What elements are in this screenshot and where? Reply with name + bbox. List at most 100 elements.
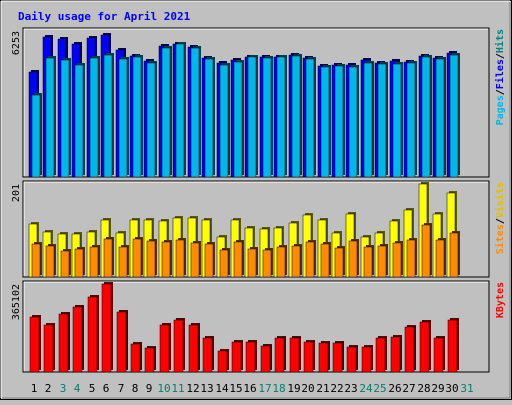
sites-bar (161, 241, 171, 278)
files-bar (406, 62, 416, 178)
x-axis-labels: 1 2 3 4 5 6 7 8 9 10 11 12 13 14 15 16 17 18 19 20 21 22 23 24 2… (31, 382, 474, 395)
sites-bar (406, 239, 416, 278)
x-tick-label: 1 (31, 382, 38, 395)
sites-bar (449, 232, 459, 278)
x-tick-label: 9 (146, 382, 153, 395)
kbytes-bar (419, 321, 430, 373)
sites-bar (377, 245, 387, 278)
files-bar (103, 54, 113, 178)
kbytes-bar (202, 337, 213, 373)
x-tick-label: 27 (402, 382, 415, 395)
files-bar (161, 47, 171, 178)
panel-visits-sites: 201 Sites/Visits (11, 180, 506, 278)
sites-bar (146, 240, 156, 278)
files-bar (89, 57, 99, 178)
x-tick-label: 6 (103, 382, 110, 395)
legend-files: Files (494, 59, 506, 89)
x-tick-label: 14 (215, 382, 229, 395)
legend-pages: Pages (495, 95, 506, 125)
kbytes-bar (188, 324, 199, 373)
x-tick-label: 21 (316, 382, 329, 395)
sites-bar (190, 242, 200, 278)
files-bar (219, 64, 229, 178)
sites-bar (305, 241, 315, 278)
sites-bar (320, 243, 330, 278)
x-tick-label: 20 (301, 382, 314, 395)
sites-bar (421, 224, 431, 278)
sites-bar (31, 243, 41, 278)
sites-bar (247, 248, 257, 278)
kbytes-bar (101, 283, 112, 373)
sites-bar (348, 240, 358, 278)
x-tick-label: 26 (388, 382, 401, 395)
sites-bar (392, 242, 402, 278)
sites-bar (276, 246, 286, 278)
kbytes-bar (43, 324, 54, 373)
kbytes-bar (433, 337, 444, 373)
kbytes-bar (274, 337, 285, 373)
kbytes-bar (332, 342, 343, 373)
sites-bar (60, 250, 70, 278)
panel-kbytes: 365102 KBytes (11, 280, 506, 373)
x-tick-label: 29 (431, 382, 444, 395)
kbytes-bar (245, 341, 256, 373)
x-tick-label: 15 (229, 382, 242, 395)
sites-bar (103, 238, 113, 278)
kbytes-bar (130, 343, 141, 373)
files-bar (449, 54, 459, 178)
files-bar (31, 94, 41, 178)
kbytes-bar (260, 345, 271, 373)
kbytes-bar (72, 306, 83, 373)
sites-bar (262, 249, 272, 278)
kbytes-bar (289, 337, 300, 373)
sites-bar (132, 238, 142, 278)
x-tick-label: 30 (445, 382, 458, 395)
sites-bar (219, 249, 229, 278)
files-bar (247, 56, 257, 178)
sites-bar (45, 245, 55, 278)
kbytes-bar (231, 341, 242, 373)
files-bar (204, 58, 214, 178)
sites-bar (175, 239, 185, 278)
x-tick-label: 10 (157, 382, 170, 395)
kbytes-bar (159, 324, 170, 373)
files-bar (392, 63, 402, 178)
kbytes-bar (144, 347, 155, 373)
chart-panels: 6253Pages/Files/Hits201Sites/Visits36510… (11, 27, 506, 373)
kbytes-bar (87, 296, 98, 373)
panel-legend: Sites/Visits (494, 182, 506, 254)
legend-visits: Visits (494, 182, 506, 218)
files-bar (118, 58, 128, 178)
files-bar (60, 59, 70, 178)
kbytes-bar (447, 319, 458, 373)
legend-hits: Hits (494, 29, 506, 53)
sites-bar (233, 241, 243, 278)
files-bar (334, 65, 344, 178)
files-bar (363, 62, 373, 178)
sites-bar (118, 246, 128, 278)
x-tick-label: 3 (60, 382, 67, 395)
legend-separator: / (495, 89, 506, 95)
panel-legend: Pages/Files/Hits (494, 29, 506, 125)
sites-bar (74, 248, 84, 278)
kbytes-bar (303, 341, 314, 373)
x-tick-label: 16 (243, 382, 256, 395)
files-bar (435, 58, 445, 178)
files-bar (146, 62, 156, 178)
legend-separator: / (495, 218, 506, 224)
y-max-label: 365102 (11, 284, 22, 320)
files-bar (305, 58, 315, 178)
files-bar (132, 56, 142, 178)
x-tick-label: 18 (272, 382, 285, 395)
files-bar (320, 66, 330, 178)
x-tick-label: 12 (186, 382, 199, 395)
kbytes-bar (173, 319, 184, 373)
x-tick-label: 19 (287, 382, 300, 395)
kbytes-bar (29, 316, 40, 373)
kbytes-bar (318, 342, 329, 373)
files-bar (276, 56, 286, 178)
kbytes-bar (116, 311, 127, 373)
